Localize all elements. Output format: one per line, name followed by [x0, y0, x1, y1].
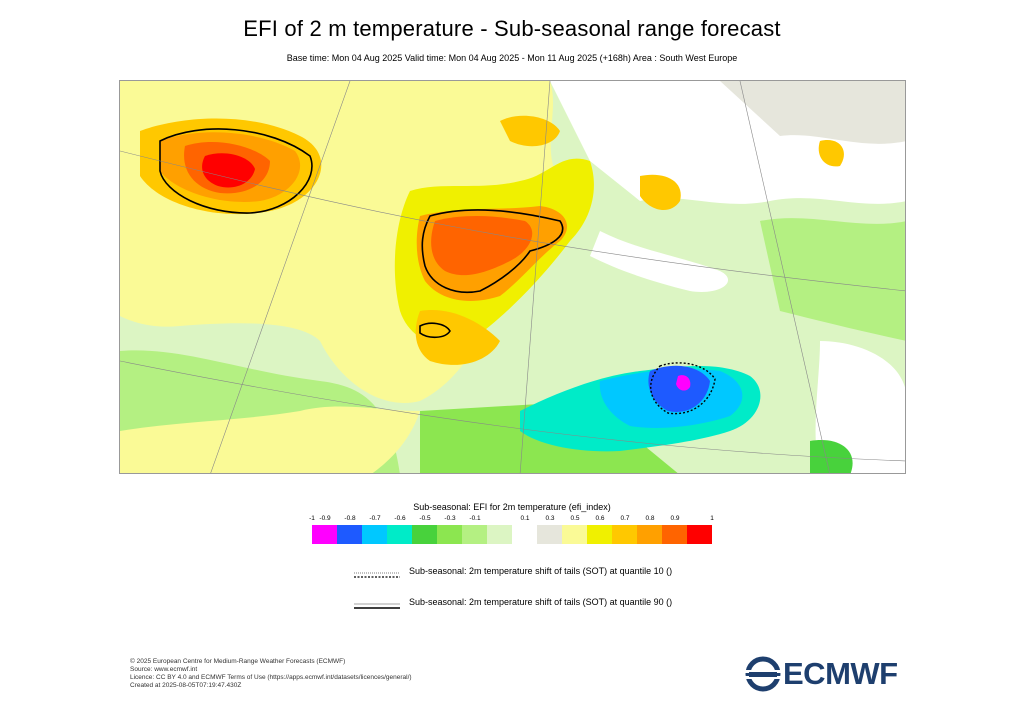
- legend-tick-label: -0.3: [444, 515, 456, 522]
- region-biscay: [500, 115, 560, 147]
- efi-map: [119, 80, 906, 474]
- graticule-lat-north: [120, 150, 905, 292]
- legend-tick-label: -0.5: [419, 515, 431, 522]
- legend-color-swatch: [687, 525, 712, 544]
- legend-tick-label: -0.9: [319, 515, 331, 522]
- legend-tick-label: 0.7: [620, 515, 630, 522]
- graticule-lat-south: [120, 360, 905, 462]
- region-balkans: [760, 218, 905, 341]
- footer-licence: Licence: CC BY 4.0 and ECMWF Terms of Us…: [130, 674, 412, 681]
- legend-tick-label: 0.3: [545, 515, 555, 522]
- graticule-lon-3: [739, 81, 830, 473]
- region-west-med: [590, 231, 729, 292]
- footer-source: Source: www.ecmwf.int: [130, 666, 198, 673]
- graticule-lon-2: [519, 81, 551, 473]
- legend-q10-label: Sub-seasonal: 2m temperature shift of ta…: [409, 566, 673, 576]
- legend-color-swatch: [412, 525, 437, 544]
- chart-subtitle: Base time: Mon 04 Aug 2025 Valid time: M…: [286, 53, 738, 63]
- legend-color-swatch: [587, 525, 612, 544]
- legend-color-swatch: [312, 525, 337, 544]
- region-east-spot: [818, 140, 844, 167]
- contour-q90-atlantic: [159, 128, 313, 214]
- contour-q10-med: [650, 362, 716, 415]
- legend-tick-label: 0.8: [645, 515, 655, 522]
- legend-tick-label: -1: [309, 515, 315, 522]
- legend-color-swatch: [487, 525, 512, 544]
- solid-line-sample: [354, 603, 400, 609]
- footer-copyright: © 2025 European Centre for Medium-Range …: [130, 658, 346, 665]
- legend-ticks: -1 -0.9 -0.8 -0.7 -0.6 -0.5 -0.3 -0.1 0.1 0.3 0.5 0…: [298, 515, 728, 527]
- legend-color-swatch: [562, 525, 587, 544]
- region-med-magenta: [676, 375, 691, 391]
- region-atlantic-red: [202, 153, 255, 188]
- footer-created: Created at 2025-08-05T07:19:47.430Z: [130, 682, 242, 689]
- legend-color-swatch: [637, 525, 662, 544]
- legend-color-swatch: [662, 525, 687, 544]
- legend-tick-label: 0.1: [520, 515, 530, 522]
- region-east-med: [815, 341, 905, 473]
- legend-color-swatch: [337, 525, 362, 544]
- region-libya-coast: [810, 440, 853, 473]
- legend-color-swatch: [362, 525, 387, 544]
- ecmwf-logo: ECMWF: [745, 656, 905, 692]
- chart-title: EFI of 2 m temperature - Sub-seasonal ra…: [243, 16, 781, 41]
- legend-tick-label: -0.6: [394, 515, 406, 522]
- legend-color-swatch: [387, 525, 412, 544]
- map-canvas: [120, 81, 905, 473]
- footer-credits: © 2025 European Centre for Medium-Range …: [130, 658, 412, 690]
- legend-tick-label: 0.6: [595, 515, 605, 522]
- legend-title: Sub-seasonal: EFI for 2m temperature (ef…: [413, 502, 611, 512]
- legend-color-swatch: [437, 525, 462, 544]
- region-france-south: [640, 174, 681, 211]
- legend-color-swatch: [512, 525, 537, 544]
- contour-q90-iberia: [421, 209, 564, 293]
- ecmwf-logo-text: ECMWF: [783, 656, 898, 691]
- legend-tick-label: -0.1: [469, 515, 481, 522]
- legend-colorbar: [312, 525, 712, 544]
- region-morocco-yellow: [120, 406, 420, 473]
- region-iberia-darkorange: [431, 216, 533, 276]
- legend-q90-label: Sub-seasonal: 2m temperature shift of ta…: [409, 597, 673, 607]
- legend-color-swatch: [612, 525, 637, 544]
- legend-tick-label: -0.8: [344, 515, 356, 522]
- legend-tick-label: -0.7: [369, 515, 381, 522]
- legend-color-swatch: [537, 525, 562, 544]
- legend-tick-label: 0.5: [570, 515, 580, 522]
- graticule-lon-1: [210, 81, 351, 473]
- contour-q90-south-iberia: [419, 322, 451, 339]
- legend-tick-label: 0.9: [670, 515, 680, 522]
- region-north-east: [720, 81, 905, 144]
- legend-tick-label: 1: [710, 515, 714, 522]
- legend-color-swatch: [462, 525, 487, 544]
- ecmwf-logo-icon: [745, 656, 781, 692]
- dashed-line-sample: [354, 572, 400, 578]
